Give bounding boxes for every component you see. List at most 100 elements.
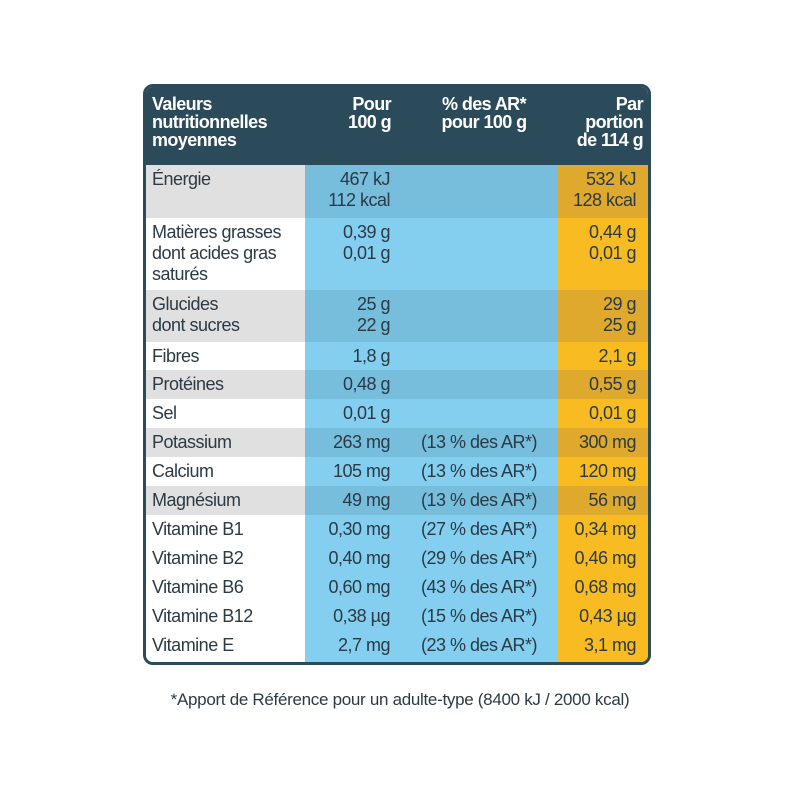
cell-background [305,399,558,428]
cell-background [305,573,558,602]
nutrient-label: Protéines [152,374,224,395]
percent-ar: (29 % des AR*) [420,548,538,568]
cell-background [146,290,305,342]
text-line: de 114 g [576,130,644,150]
per-100g-value: 263 mg [305,432,391,453]
cell-background [305,486,558,515]
nutrient-label: Fibres [152,346,200,367]
text-line: Pour [352,94,391,114]
text-line: 0,55 g [588,374,637,394]
cell-background [558,631,648,662]
text-line: Vitamine B2 [152,548,244,568]
cell-background [146,486,305,515]
text-line: 49 mg [342,490,390,510]
cell-background [146,399,305,428]
cell-background [146,602,305,631]
cell-background [305,602,558,631]
per-100g-value: 105 mg [305,461,391,482]
portion-value: 120 mg [558,461,637,482]
nutrient-label: Vitamine B2 [152,548,244,569]
cell-background [146,573,305,602]
per-100g-value: 1,8 g [305,346,390,367]
cell-background [558,573,648,602]
text-line: 0,48 g [342,374,391,394]
portion-value: 3,1 mg [558,635,637,656]
text-line: Glucides [152,294,219,314]
portion-value: 29 g 25 g [558,294,637,336]
text-line: 100 g [347,112,392,132]
percent-ar: (13 % des AR*) [420,490,538,510]
text-line: saturés [152,264,208,284]
nutrition-table: Valeurs nutritionnelles moyennes Pour 100 g%… [143,84,651,665]
text-line: Vitamine B1 [152,519,244,539]
per-100g-value: 49 mg [305,490,390,511]
text-line: % des AR* [442,94,527,114]
text-line: 0,68 mg [574,577,636,597]
text-line: 56 mg [588,490,636,510]
cell-background [558,515,648,544]
portion-value: 2,1 g [558,346,636,367]
percent-ar: (43 % des AR*) [420,577,538,597]
text-line: 0,40 mg [328,548,390,568]
per-100g-value: 0,01 g [305,403,391,424]
text-line: 112 kcal [328,190,390,210]
text-line: 467 kJ [339,169,391,189]
text-line: 0,01 g [342,243,391,263]
percent-ar: (27 % des AR*) [420,519,538,539]
cell-background [305,218,558,290]
percent-ar: (13 % des AR*) [420,432,538,452]
text-line: nutritionnelles [152,112,268,132]
cell-background [558,428,648,457]
text-line: 2,1 g [598,346,636,366]
cell-background [146,515,305,544]
nutrient-label: Potassium [152,432,232,453]
per-100g-value: 2,7 mg [305,635,391,656]
text-line: 2,7 mg [337,635,391,655]
per-100g-value: 25 g 22 g [305,294,391,336]
text-line: 22 g [356,315,391,335]
header-cell: % des AR* pour 100 g [410,95,558,131]
per-100g-value: 0,30 mg [305,519,390,540]
header-cell: Pour 100 g [305,94,392,132]
text-line: pour 100 g [441,112,527,132]
cell-background [305,457,558,486]
cell-background [146,544,305,573]
portion-value: 0,55 g [558,374,637,395]
nutrient-label: Magnésium [152,490,241,511]
cell-background [305,165,558,218]
cell-background [146,457,305,486]
portion-value: 0,43 µg [558,606,636,627]
cell-background [305,428,558,457]
text-line: 532 kJ [585,169,637,189]
text-line: 105 mg [332,461,391,481]
text-line: Vitamine B6 [152,577,244,597]
cell-background [146,165,305,218]
portion-value: 300 mg [558,432,637,453]
cell-background [146,370,305,399]
nutrient-label: Vitamine E [152,635,234,656]
text-line: moyennes [152,130,237,150]
percent-ar: (23 % des AR*) [420,635,538,655]
cell-background [305,290,558,342]
text-line: 0,01 g [588,403,637,423]
cell-background [305,342,558,370]
text-line: Fibres [152,346,200,366]
cell-background [305,631,558,662]
portion-value: 0,01 g [558,403,637,424]
cell-background [146,631,305,662]
cell-background [146,218,305,290]
text-line: Énergie [152,169,211,189]
text-line: 0,43 µg [579,606,636,626]
portion-value: 0,34 mg [558,519,636,540]
text-line: Valeurs [152,94,212,114]
text-line: 0,01 g [588,243,637,263]
text-line: 0,30 mg [328,519,390,539]
cell-background [305,370,558,399]
text-line: 300 mg [578,432,637,452]
per-100g-value: 467 kJ 112 kcal [305,169,390,211]
header-cell: Par portion de 114 g [558,95,644,150]
table-header: Valeurs nutritionnelles moyennes Pour 100 g%… [146,87,648,168]
cell-background [558,218,648,290]
cell-background [558,457,648,486]
